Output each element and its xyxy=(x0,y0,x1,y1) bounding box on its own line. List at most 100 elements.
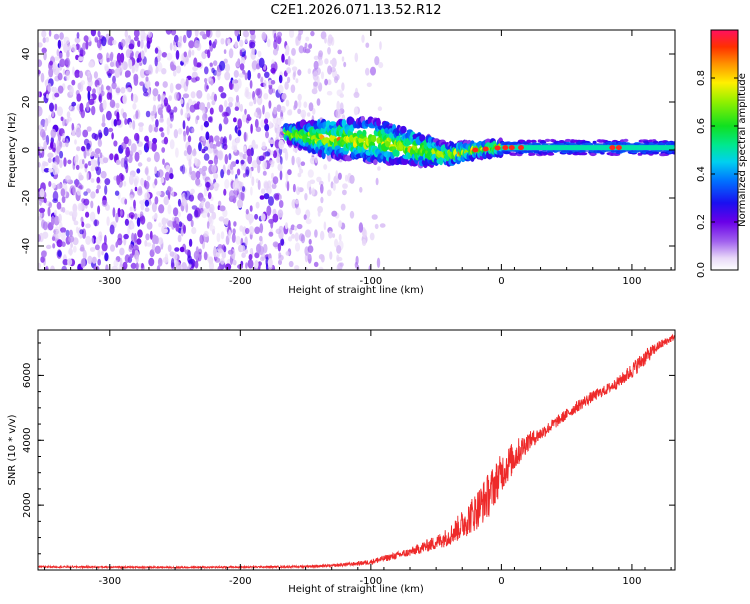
noise-cell xyxy=(154,166,158,174)
noise-cell xyxy=(66,50,70,58)
noise-cell xyxy=(47,206,51,217)
noise-cell xyxy=(278,252,282,258)
noise-cell xyxy=(137,40,141,48)
ridge-cell xyxy=(385,141,391,148)
noise-cell xyxy=(44,122,47,132)
noise-cell xyxy=(110,244,115,252)
noise-cell xyxy=(209,225,216,232)
noise-cell xyxy=(201,210,208,219)
noise-cell xyxy=(90,237,94,245)
noise-cell xyxy=(39,199,42,206)
noise-cell xyxy=(170,64,177,71)
noise-cell xyxy=(220,231,225,240)
noise-cell xyxy=(151,215,157,220)
noise-cell xyxy=(328,230,333,239)
noise-cell xyxy=(249,205,253,212)
noise-cell xyxy=(88,61,94,68)
snr-y-tick-label: 4000 xyxy=(22,428,33,453)
noise-cell xyxy=(91,256,97,264)
y-tick-label: -20 xyxy=(21,190,32,206)
noise-cell xyxy=(124,70,131,78)
noise-cell xyxy=(207,116,213,123)
noise-cell xyxy=(131,65,135,74)
noise-cell xyxy=(50,128,57,139)
noise-cell xyxy=(248,101,254,107)
noise-cell xyxy=(120,38,126,48)
noise-cell xyxy=(132,103,137,110)
noise-cell xyxy=(77,82,82,90)
noise-cell xyxy=(207,192,212,200)
noise-cell xyxy=(169,82,174,94)
noise-cell xyxy=(320,230,325,241)
noise-cell xyxy=(365,67,370,76)
ridge-cell xyxy=(623,138,629,142)
noise-cell xyxy=(268,196,274,206)
noise-cell xyxy=(304,229,312,238)
noise-cell xyxy=(277,209,284,218)
noise-cell xyxy=(184,249,191,255)
noise-cell xyxy=(140,177,145,186)
noise-cell xyxy=(131,248,135,256)
noise-cell xyxy=(86,171,89,181)
ridge-cell xyxy=(564,138,572,143)
noise-cell xyxy=(376,257,381,268)
noise-cell xyxy=(104,185,108,195)
noise-cell xyxy=(281,93,287,100)
noise-cell xyxy=(123,136,129,145)
noise-cell xyxy=(275,133,281,138)
noise-cell xyxy=(320,71,325,80)
noise-cell xyxy=(193,57,198,67)
noise-cell xyxy=(215,252,221,258)
noise-cell xyxy=(172,70,177,77)
noise-cell xyxy=(378,62,384,69)
noise-cell xyxy=(132,93,138,104)
noise-cell xyxy=(146,175,151,181)
noise-cell xyxy=(56,145,61,155)
noise-cell xyxy=(233,70,239,78)
noise-cell xyxy=(279,116,285,122)
noise-cell xyxy=(48,168,54,173)
noise-cell xyxy=(65,70,71,81)
noise-cell xyxy=(215,140,221,147)
noise-cell xyxy=(201,165,208,172)
noise-cell xyxy=(260,213,266,222)
peak-marker xyxy=(482,146,489,152)
noise-cell xyxy=(111,81,117,90)
noise-cell xyxy=(302,46,307,53)
noise-cell xyxy=(94,244,100,251)
noise-cell xyxy=(148,257,155,267)
noise-cell xyxy=(104,178,111,186)
noise-cell xyxy=(336,89,343,97)
noise-cell xyxy=(40,256,45,263)
noise-cell xyxy=(268,86,274,95)
noise-cell xyxy=(224,217,230,227)
noise-cell xyxy=(123,180,127,187)
noise-cell xyxy=(164,253,169,262)
noise-cell xyxy=(228,229,232,240)
noise-cell xyxy=(95,236,102,245)
noise-cell xyxy=(124,198,128,205)
noise-cell xyxy=(68,104,72,111)
noise-cell xyxy=(254,213,259,220)
noise-cell xyxy=(284,222,289,230)
noise-cell xyxy=(41,30,47,38)
noise-cell xyxy=(196,115,200,121)
noise-cell xyxy=(51,182,56,189)
noise-cell xyxy=(341,82,345,91)
noise-cell xyxy=(147,31,153,38)
noise-cell xyxy=(224,71,231,81)
noise-cell xyxy=(203,251,208,261)
noise-cell xyxy=(89,211,96,222)
noise-cell xyxy=(272,48,278,56)
noise-cell xyxy=(370,66,376,76)
noise-cell xyxy=(191,149,197,157)
noise-cell xyxy=(296,223,303,230)
peak-marker xyxy=(508,145,515,151)
noise-cell xyxy=(284,81,289,90)
noise-cell xyxy=(62,259,69,266)
noise-cell xyxy=(256,63,260,70)
noise-cell xyxy=(326,90,333,96)
noise-cell xyxy=(213,60,218,66)
noise-cell xyxy=(80,80,86,86)
noise-cell xyxy=(57,39,62,49)
